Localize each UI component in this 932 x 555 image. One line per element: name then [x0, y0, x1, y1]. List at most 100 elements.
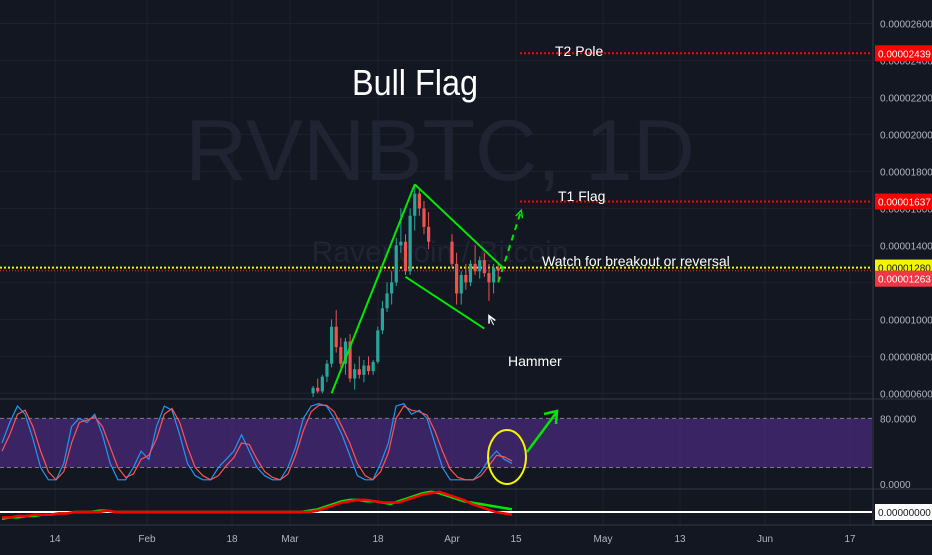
candle-body	[491, 267, 496, 283]
candle-body	[390, 282, 394, 294]
trend-line	[404, 275, 485, 330]
x-tick-label: Apr	[444, 534, 460, 545]
candle-body	[408, 215, 412, 272]
candle-body	[348, 341, 352, 379]
y-tick-label: 0.00000800	[880, 352, 932, 363]
candle-body	[464, 274, 468, 283]
candle-body	[316, 387, 320, 392]
annotation-watch: Watch for breakout or reversal	[542, 253, 730, 269]
candle-body	[422, 208, 426, 227]
candle-body	[353, 369, 357, 379]
candle-body	[339, 347, 343, 364]
price-label-text: 0.00001280	[878, 264, 931, 275]
candle-body	[459, 274, 463, 294]
grid	[0, 0, 932, 526]
candle-body	[450, 241, 454, 264]
candle-body	[496, 267, 500, 271]
candle-body	[311, 387, 315, 394]
stoch-band	[0, 418, 872, 468]
bullish-arrow-head	[543, 409, 559, 425]
candle-body	[455, 263, 459, 294]
x-tick-label: 18	[372, 534, 384, 545]
watermark: RVNBTC, 1D Ravencoin / Bitcoin	[185, 103, 695, 269]
stoch-series-K	[1, 402, 513, 481]
x-tick-label: May	[594, 534, 613, 545]
candle-body	[334, 326, 338, 348]
annotation-hammer: Hammer	[508, 353, 562, 369]
price-label-bg	[875, 45, 932, 62]
price-label: 0.00002439	[875, 45, 932, 62]
stoch-rsi-panel	[0, 402, 872, 485]
y-tick-label: 0.00001400	[880, 241, 932, 252]
momentum-panel	[0, 490, 872, 520]
annotation-t2-pole: T2 Pole	[555, 43, 603, 59]
y-tick-label: 0.00002600	[880, 19, 932, 30]
momentum-tick-label: 0.00000000	[878, 508, 931, 519]
momentum-label-bg	[875, 504, 932, 520]
arrow-head	[488, 314, 496, 324]
x-tick-label: 14	[49, 534, 61, 545]
x-tick-label: 17	[844, 534, 856, 545]
watermark-symbol: RVNBTC, 1D	[185, 103, 695, 199]
trend-line	[414, 183, 504, 269]
axes: 0.00002600 0.00002400 0.00002200 0.00002000…	[49, 19, 932, 545]
price-label-bg	[875, 193, 932, 210]
price-label-text: 0.00001637	[878, 198, 931, 209]
drawn-arrow	[497, 209, 523, 283]
chart-title: Bull Flag	[352, 63, 478, 103]
candle-body	[325, 363, 329, 377]
x-tick-label: 15	[510, 534, 522, 545]
candle-body	[487, 273, 491, 283]
stoch-tick-label: 0.0000	[880, 480, 911, 491]
x-tick-label: 13	[674, 534, 686, 545]
y-tick-label: 0.00001600	[880, 204, 932, 215]
x-tick-label: Jun	[757, 534, 773, 545]
candle-body	[403, 241, 408, 272]
candle-body	[357, 369, 361, 375]
candle-body	[478, 260, 482, 272]
candle-body	[394, 245, 398, 283]
candle-body	[413, 193, 417, 216]
candle-body	[385, 293, 389, 309]
price-label-text: 0.00002439	[878, 49, 931, 60]
candle-body	[376, 330, 380, 362]
y-tick-label: 0.00002000	[880, 130, 932, 141]
candle-body	[473, 263, 477, 272]
price-label-bg	[875, 270, 932, 287]
highlight-ellipse	[487, 429, 527, 485]
candle-body	[371, 361, 375, 372]
momentum-series-slow	[2, 490, 513, 519]
x-tick-label: 18	[226, 534, 238, 545]
y-tick-label: 0.00001800	[880, 167, 932, 178]
y-tick-label: 0.00002200	[880, 93, 932, 104]
price-label: 0.00001263	[875, 270, 932, 287]
price-panel	[0, 52, 872, 397]
annotation-t1-flag: T1 Flag	[558, 188, 605, 204]
x-tick-label: Feb	[138, 534, 156, 545]
candle-body	[366, 365, 371, 372]
momentum-series-fast	[1, 490, 513, 520]
price-label: 0.00001637	[875, 193, 932, 210]
candle-body	[482, 260, 486, 274]
y-tick-label: 0.00002400	[880, 56, 932, 67]
candle-body	[468, 263, 473, 283]
stoch-tick-label: 80.0000	[880, 414, 917, 425]
price-label-text: 0.00001263	[878, 275, 931, 286]
candle-body	[329, 326, 334, 364]
candle-body	[320, 376, 324, 392]
candle-body	[427, 226, 431, 242]
x-tick-label: Mar	[281, 534, 299, 545]
candle-body	[417, 193, 421, 209]
y-tick-label: 0.00001000	[880, 315, 932, 326]
y-tick-label: 0.00000600	[880, 389, 932, 400]
candle-body	[343, 341, 348, 364]
trend-line	[330, 183, 416, 394]
bullish-arrow	[525, 412, 558, 453]
arrow-head	[515, 208, 524, 219]
candle-body	[380, 308, 384, 331]
candle-body	[399, 241, 403, 246]
candle-body	[362, 365, 366, 375]
watermark-name: Ravencoin / Bitcoin	[312, 236, 569, 269]
